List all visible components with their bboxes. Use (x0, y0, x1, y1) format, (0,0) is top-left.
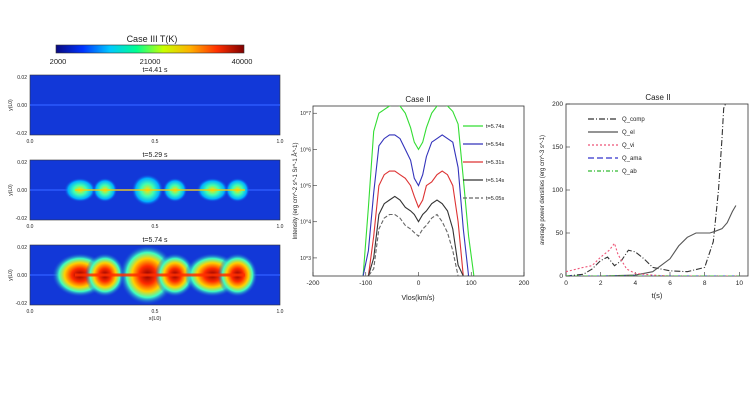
panel-x-tick-label: 0.5 (152, 309, 159, 315)
intensity-series-line (363, 195, 474, 276)
colorbar-title: Case III T(K) (127, 34, 178, 44)
panel-y-tick-label: 0.02 (17, 75, 27, 81)
intensity-x-tick-label: -200 (306, 280, 319, 287)
panel-y-tick-label: 0.02 (17, 245, 27, 251)
intensity-y-tick-label: 10^7 (300, 111, 311, 117)
panel-x-tick-label: 0.0 (27, 309, 34, 315)
colorbar-tick-mid: 21000 (140, 57, 161, 66)
temperature-panel-1: t=4.41 s 0.02 0.00 -0.02 y(L0) 0.0 0.5 1.0 (8, 67, 284, 145)
panel-x-tick-label: 1.0 (277, 139, 284, 145)
colorbar-tick-min: 2000 (50, 57, 67, 66)
panel-time-label: t=5.29 s (142, 152, 168, 159)
panel-y-tick-label: 0.02 (17, 160, 27, 166)
panel-y-tick-label: -0.02 (16, 216, 28, 222)
intensity-chart: Case II Vlos(km/s) Intensity (erg cm^-2 … (292, 95, 530, 302)
panel-x-tick-label: 0.5 (152, 139, 159, 145)
colorbar: Case III T(K) 2000 21000 40000 (50, 34, 253, 66)
intensity-y-tick-label: 10^4 (300, 220, 311, 226)
panel-x-tick-label: 0.0 (27, 139, 34, 145)
intensity-chart-title: Case II (405, 95, 430, 104)
power-series-line (566, 205, 737, 276)
power-x-tick-label: 6 (668, 280, 672, 287)
power-chart-title: Case II (645, 93, 670, 102)
panel-ylabel: y(L0) (8, 269, 14, 281)
power-chart-xlabel: t(s) (652, 291, 663, 300)
power-legend-label: Q_el (622, 130, 635, 136)
panel-y-tick-label: 0.00 (17, 103, 27, 109)
temperature-panels: t=4.41 s0.020.00-0.02y(L0)0.0 0.5 1.0t=5.2… (8, 67, 284, 322)
power-chart-frame (565, 103, 749, 277)
panel-x-tick-label: 1.0 (277, 309, 284, 315)
power-x-tick-label: 10 (736, 280, 744, 287)
colorbar-strip (55, 44, 245, 54)
intensity-y-tick-label: 10^6 (300, 147, 311, 153)
colorbar-tick-max: 40000 (232, 57, 253, 66)
intensity-y-tick-label: 10^5 (300, 184, 311, 190)
intensity-series-line (362, 134, 474, 276)
power-y-tick-label: 100 (552, 187, 563, 194)
panel-xlabel: x(L0) (149, 316, 162, 322)
intensity-x-tick-label: 100 (466, 280, 477, 287)
power-chart: Case II t(s) average power densities (er… (540, 93, 749, 300)
power-legend-label: Q_ab (622, 169, 637, 175)
power-y-tick-label: 200 (552, 101, 563, 108)
intensity-series-line (362, 106, 475, 276)
intensity-chart-ylabel: Intensity (erg cm^-2 s^-1 Sr^-1 Å^-1) (292, 143, 299, 240)
power-chart-ylabel: average power densities (erg cm^-3 s^-1) (540, 135, 546, 245)
panel-x-tick-label: 0.0 (27, 224, 34, 230)
intensity-y-tick-label: 10^3 (300, 256, 311, 262)
intensity-chart-xlabel: Vlos(km/s) (401, 295, 434, 302)
power-x-tick-label: 8 (703, 280, 707, 287)
panel-y-tick-label: -0.02 (16, 301, 28, 307)
power-series-line (566, 242, 740, 276)
intensity-x-tick-label: -100 (359, 280, 372, 287)
panel-ylabel: y(L0) (8, 99, 14, 111)
intensity-chart-frame (312, 105, 525, 277)
intensity-series-line (363, 170, 474, 276)
power-y-tick-label: 50 (556, 230, 564, 237)
panel-x-tick-label: 1.0 (277, 224, 284, 230)
panel-time-label: t=4.41 s (142, 67, 168, 74)
intensity-x-tick-label: 200 (519, 280, 530, 287)
power-y-tick-label: 0 (559, 273, 563, 280)
intensity-x-tick-label: 0 (417, 280, 421, 287)
panel-y-tick-label: 0.00 (17, 273, 27, 279)
temperature-panel-3: t=5.74 s 0.02 0.00 -0.02 y(L0) 0.0 0.5 1.0 x(L0) (8, 237, 284, 322)
power-x-tick-label: 4 (634, 280, 638, 287)
power-x-tick-label: 2 (599, 280, 603, 287)
panel-time-label: t=5.74 s (142, 237, 168, 244)
power-x-tick-label: 0 (564, 280, 568, 287)
panel-ylabel: y(L0) (8, 184, 14, 196)
temperature-panel-2: t=5.29 s 0.02 0.00 -0.02 y(L0) 0.0 0.5 1.0 (8, 152, 284, 230)
intensity-legend-label: t=5.74s (486, 124, 504, 130)
power-y-tick-label: 150 (552, 144, 563, 151)
power-series-line (566, 104, 727, 276)
power-legend-label: Q_ama (622, 156, 642, 162)
panel-x-tick-label: 0.5 (152, 224, 159, 230)
intensity-legend-label: t=5.31s (486, 160, 504, 166)
power-legend-label: Q_vi (622, 143, 634, 149)
intensity-legend-label: t=5.14s (486, 178, 504, 184)
intensity-series-line (363, 213, 474, 276)
panel-y-tick-label: 0.00 (17, 188, 27, 194)
intensity-legend-label: t=5.54s (486, 142, 504, 148)
power-legend-label: Q_comp (622, 117, 645, 123)
intensity-legend-label: t=5.05s (486, 196, 504, 202)
panel-y-tick-label: -0.02 (16, 131, 28, 137)
